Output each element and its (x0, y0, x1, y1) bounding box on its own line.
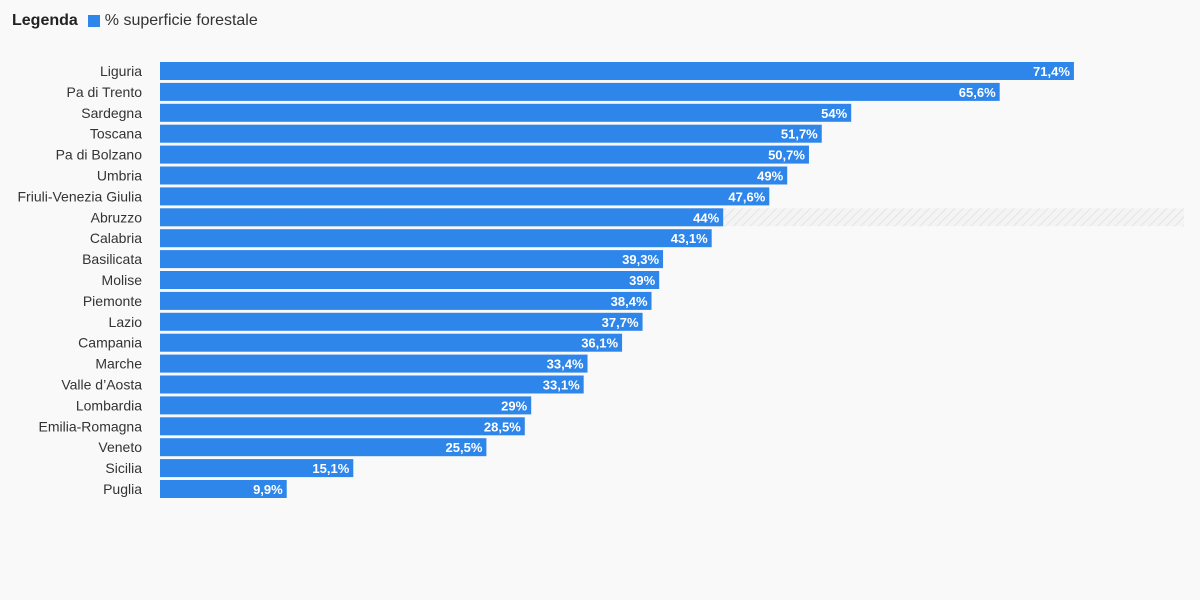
bar[interactable] (160, 166, 788, 185)
bar[interactable] (160, 354, 588, 373)
value-label: 39,3% (622, 252, 659, 267)
bar[interactable] (160, 459, 354, 478)
bar[interactable] (160, 271, 660, 289)
bar[interactable] (160, 103, 852, 122)
category-label: Piemonte (83, 293, 142, 309)
category-label: Emilia-Romagna (39, 418, 143, 434)
category-label: Umbria (97, 168, 142, 184)
value-label: 37,7% (602, 315, 639, 330)
bar[interactable] (160, 396, 532, 415)
category-label: Basilicata (82, 251, 142, 267)
category-label: Lazio (109, 314, 143, 330)
legend-title: Legenda (12, 12, 78, 29)
category-label: Toscana (90, 126, 142, 142)
value-label: 51,7% (781, 127, 818, 142)
category-label: Puglia (103, 481, 142, 497)
category-label: Sicilia (105, 460, 142, 476)
value-label: 39% (629, 273, 655, 288)
bar[interactable] (160, 62, 1074, 80)
bar[interactable] (160, 417, 525, 436)
value-label: 47,6% (728, 189, 765, 204)
bar[interactable] (160, 229, 712, 248)
category-label: Pa di Trento (67, 84, 143, 100)
bar[interactable] (160, 480, 287, 498)
category-label: Abruzzo (91, 209, 143, 225)
value-label: 54% (821, 106, 847, 121)
category-label: Molise (102, 272, 143, 288)
value-label: 9,9% (253, 482, 283, 497)
value-label: 33,4% (547, 357, 584, 372)
category-label: Liguria (100, 63, 142, 79)
legend: Legenda % superficie forestale (12, 12, 258, 30)
bar[interactable] (160, 291, 652, 310)
value-label: 50,7% (768, 148, 805, 163)
bar[interactable] (160, 145, 809, 164)
value-label: 43,1% (671, 231, 708, 246)
value-label: 28,5% (484, 419, 521, 434)
value-label: 15,1% (312, 461, 349, 476)
category-label: Lombardia (76, 397, 142, 413)
bar[interactable] (160, 82, 1000, 101)
value-label: 44% (693, 210, 719, 225)
category-label: Campania (78, 335, 142, 351)
category-labels: Liguria Pa di Trento Sardegna Toscana Pa di … (18, 63, 143, 497)
bar[interactable] (160, 375, 584, 394)
category-label: Pa di Bolzano (56, 147, 143, 163)
value-label: 71,4% (1033, 64, 1070, 79)
value-label: 25,5% (446, 440, 483, 455)
category-label: Calabria (90, 230, 142, 246)
category-label: Marche (95, 356, 142, 372)
value-label: 36,1% (581, 336, 618, 351)
value-label: 38,4% (611, 294, 648, 309)
value-labels: 71,4% 65,6% 54%51,7% 50,7% 49% 47,6% 44% 43,1% 3… (253, 64, 1070, 497)
value-label: 29% (501, 398, 527, 413)
bar[interactable] (160, 312, 643, 331)
bar[interactable] (160, 187, 770, 206)
value-label: 33,1% (543, 378, 580, 393)
bar[interactable] (160, 438, 487, 457)
bars (160, 62, 1074, 498)
category-label: Sardegna (81, 105, 142, 121)
bar[interactable] (160, 208, 724, 227)
category-label: Veneto (98, 439, 142, 455)
legend-series-label: % superficie forestale (104, 12, 258, 29)
value-label: 65,6% (959, 85, 996, 100)
category-label: Valle d’Aosta (61, 377, 142, 393)
legend-swatch (87, 15, 100, 27)
bar[interactable] (160, 124, 822, 143)
bar[interactable] (160, 333, 623, 352)
value-label: 49% (757, 169, 783, 184)
category-label: Friuli-Venezia Giulia (18, 188, 143, 204)
bar[interactable] (160, 250, 664, 269)
